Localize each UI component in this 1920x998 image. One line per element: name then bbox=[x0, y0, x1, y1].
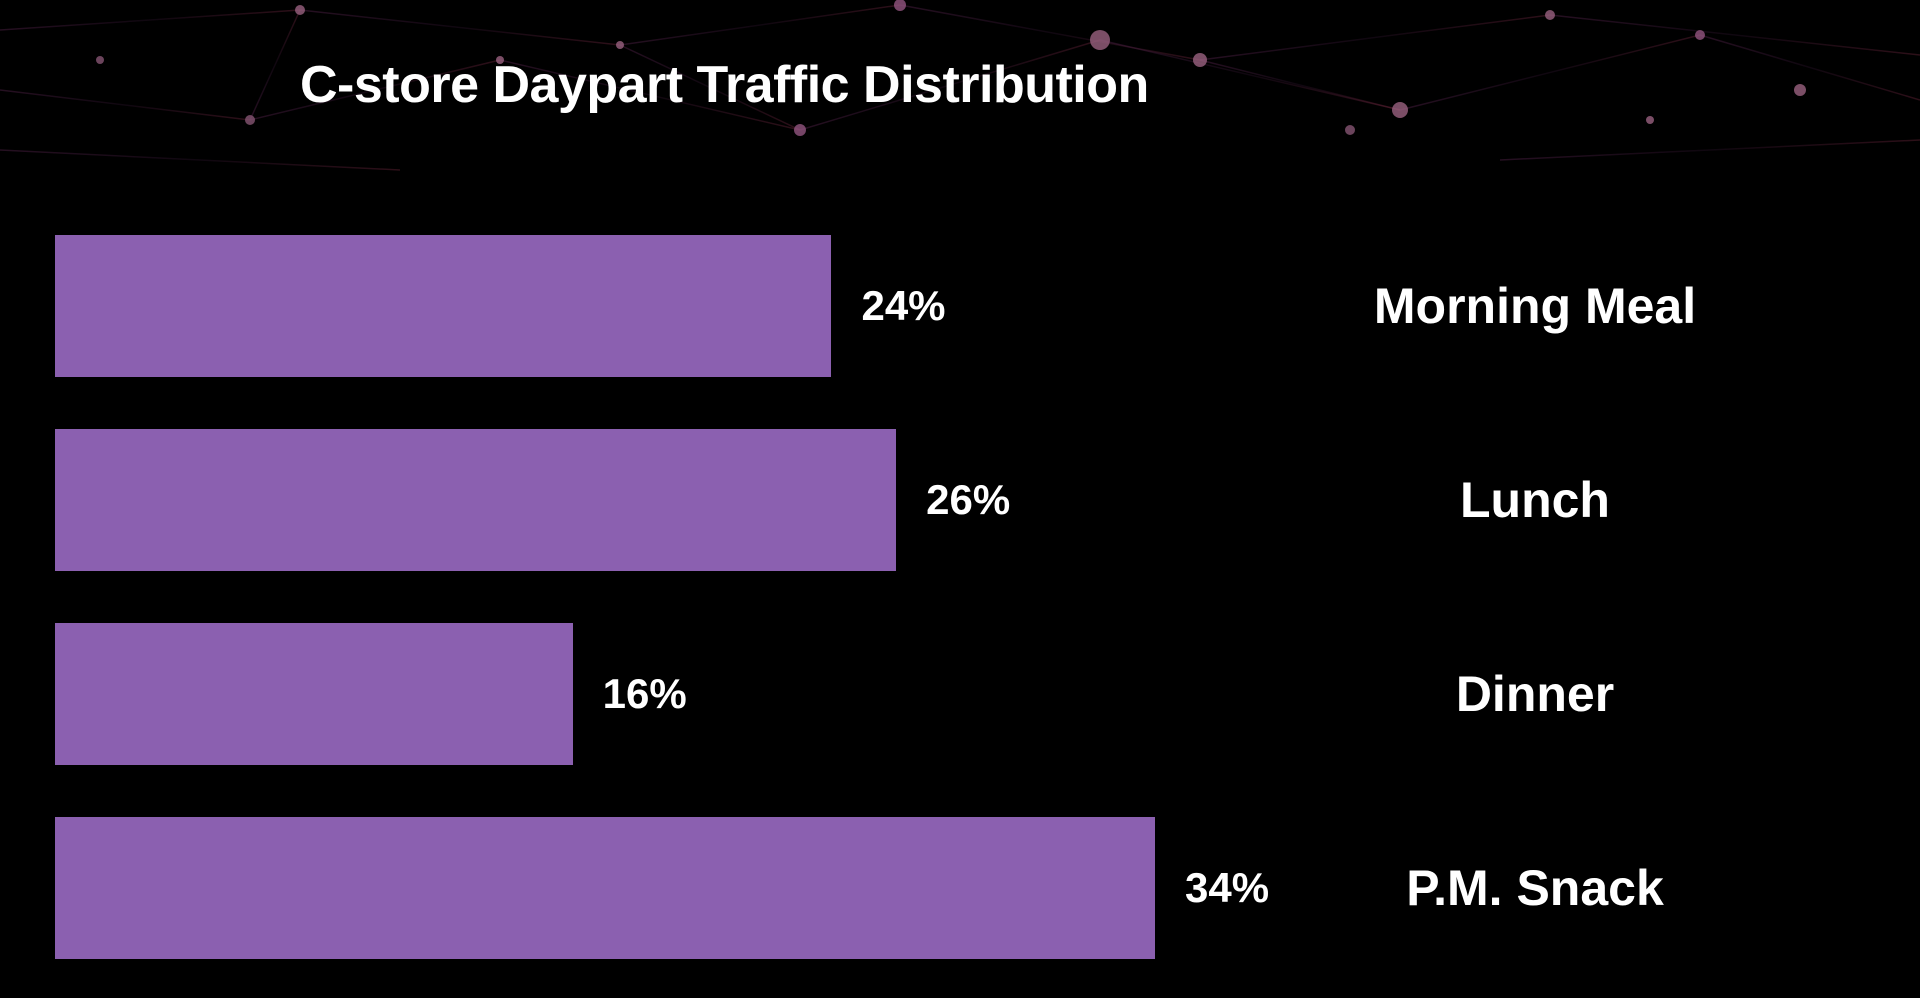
bar-row: 34%P.M. Snack bbox=[55, 817, 1855, 959]
bar-value-label: 26% bbox=[926, 476, 1010, 524]
bar bbox=[55, 817, 1155, 959]
bar-wrap: 34% bbox=[55, 817, 1269, 959]
bar-category-label: Dinner bbox=[1275, 665, 1795, 723]
chart-title: C-store Daypart Traffic Distribution bbox=[300, 55, 1149, 115]
bar bbox=[55, 429, 896, 571]
bar-value-label: 34% bbox=[1185, 864, 1269, 912]
bar-row: 24% Morning Meal bbox=[55, 235, 1855, 377]
bar bbox=[55, 235, 831, 377]
bar-category-label: P.M. Snack bbox=[1275, 859, 1795, 917]
bar bbox=[55, 623, 573, 765]
bar-value-label: 16% bbox=[603, 670, 687, 718]
bar-category-label: Lunch bbox=[1275, 471, 1795, 529]
bar-category-label: Morning Meal bbox=[1275, 277, 1795, 335]
bar-chart: 24% Morning Meal 26% Lunch 16% Dinner 34%P.M. … bbox=[55, 235, 1855, 998]
bar-wrap: 24% bbox=[55, 235, 946, 377]
bar-wrap: 16% bbox=[55, 623, 687, 765]
bar-row: 16% Dinner bbox=[55, 623, 1855, 765]
bar-wrap: 26% bbox=[55, 429, 1010, 571]
bar-row: 26% Lunch bbox=[55, 429, 1855, 571]
bar-value-label: 24% bbox=[861, 282, 945, 330]
